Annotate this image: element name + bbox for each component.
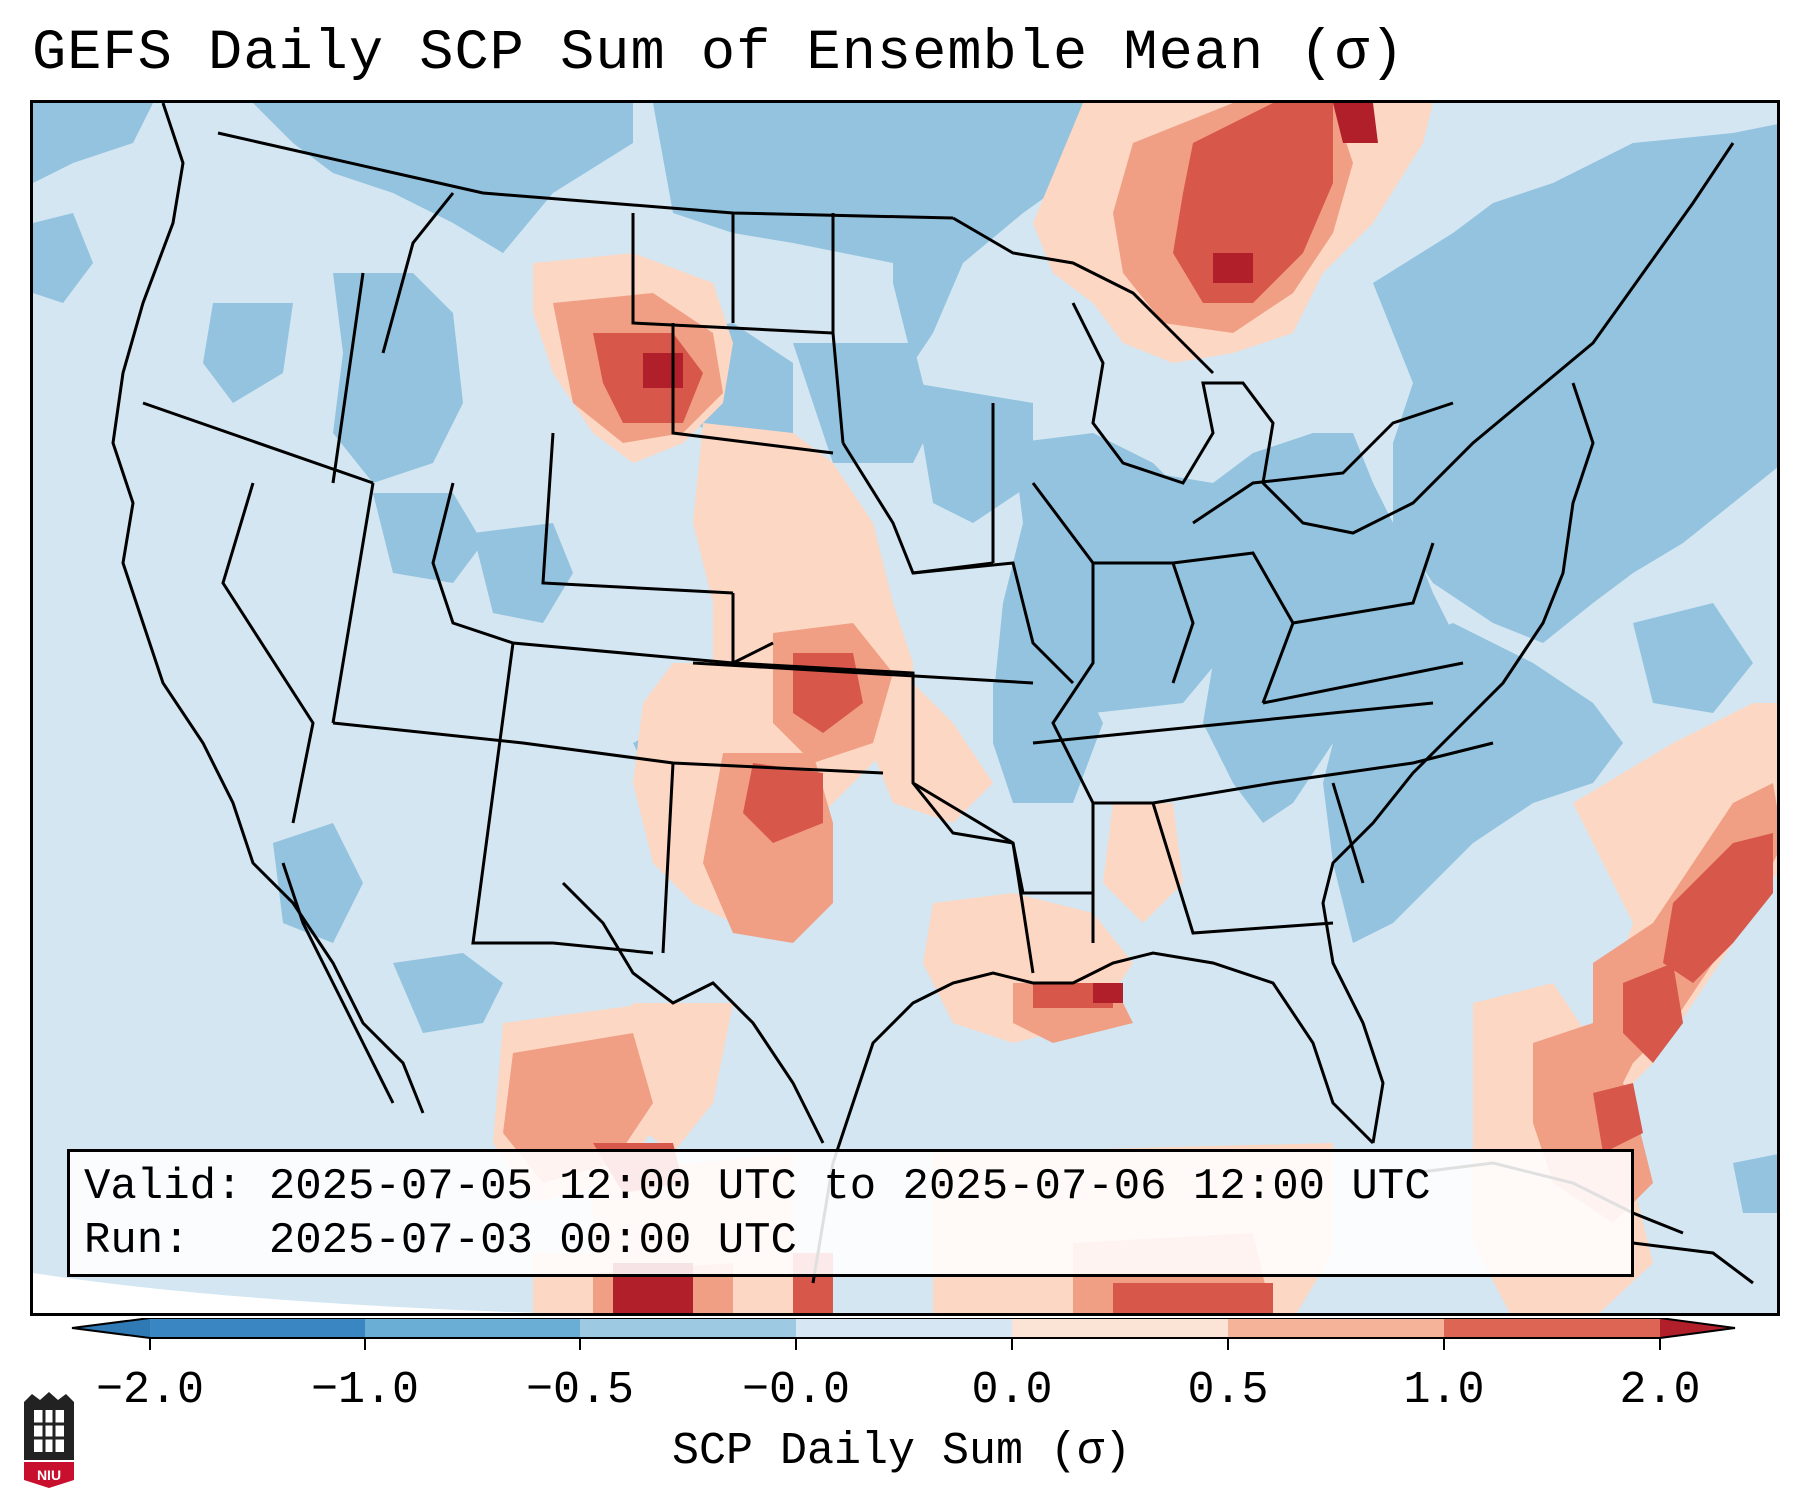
map-title: GEFS Daily SCP Sum of Ensemble Mean (σ) [32, 22, 1406, 86]
colorbar-segment [1228, 1318, 1444, 1338]
projection-edge [33, 1273, 540, 1313]
colorbar-segment [1444, 1318, 1660, 1338]
negative-anomaly-regions [33, 103, 1777, 1213]
colorbar [71, 1318, 1736, 1350]
colorbar-tick-label: −2.0 [95, 1365, 205, 1416]
colorbar-tick-label: −0.0 [741, 1365, 851, 1416]
colorbar-tick-label: −1.0 [310, 1365, 420, 1416]
colorbar-segment [796, 1318, 1012, 1338]
colorbar-segment [150, 1318, 365, 1338]
political-boundaries [111, 103, 1735, 1284]
valid-time-box: Valid: 2025-07-05 12:00 UTC to 2025-07-0… [67, 1149, 1634, 1277]
niu-logo-icon: NIU [24, 1392, 74, 1488]
run-line: Run: 2025-07-03 00:00 UTC [84, 1216, 797, 1266]
colorbar-over-extend [1660, 1318, 1735, 1338]
colorbar-label: SCP Daily Sum (σ) [671, 1426, 1132, 1477]
colorbar-under-extend [72, 1318, 150, 1338]
colorbar-tick-label: 0.0 [971, 1365, 1053, 1416]
logo-text: NIU [37, 1467, 61, 1483]
map-panel [30, 100, 1780, 1316]
colorbar-tick-label: 1.0 [1403, 1365, 1485, 1416]
colorbar-ticks [149, 1338, 1661, 1350]
scp-map [33, 103, 1777, 1313]
colorbar-segment [580, 1318, 796, 1338]
colorbar-segment [1012, 1318, 1228, 1338]
colorbar-segment [365, 1318, 580, 1338]
colorbar-tick-label: −0.5 [525, 1365, 635, 1416]
colorbar-tick-label: 0.5 [1187, 1365, 1269, 1416]
colorbar-tick-label: 2.0 [1619, 1365, 1701, 1416]
valid-line: Valid: 2025-07-05 12:00 UTC to 2025-07-0… [84, 1162, 1431, 1212]
